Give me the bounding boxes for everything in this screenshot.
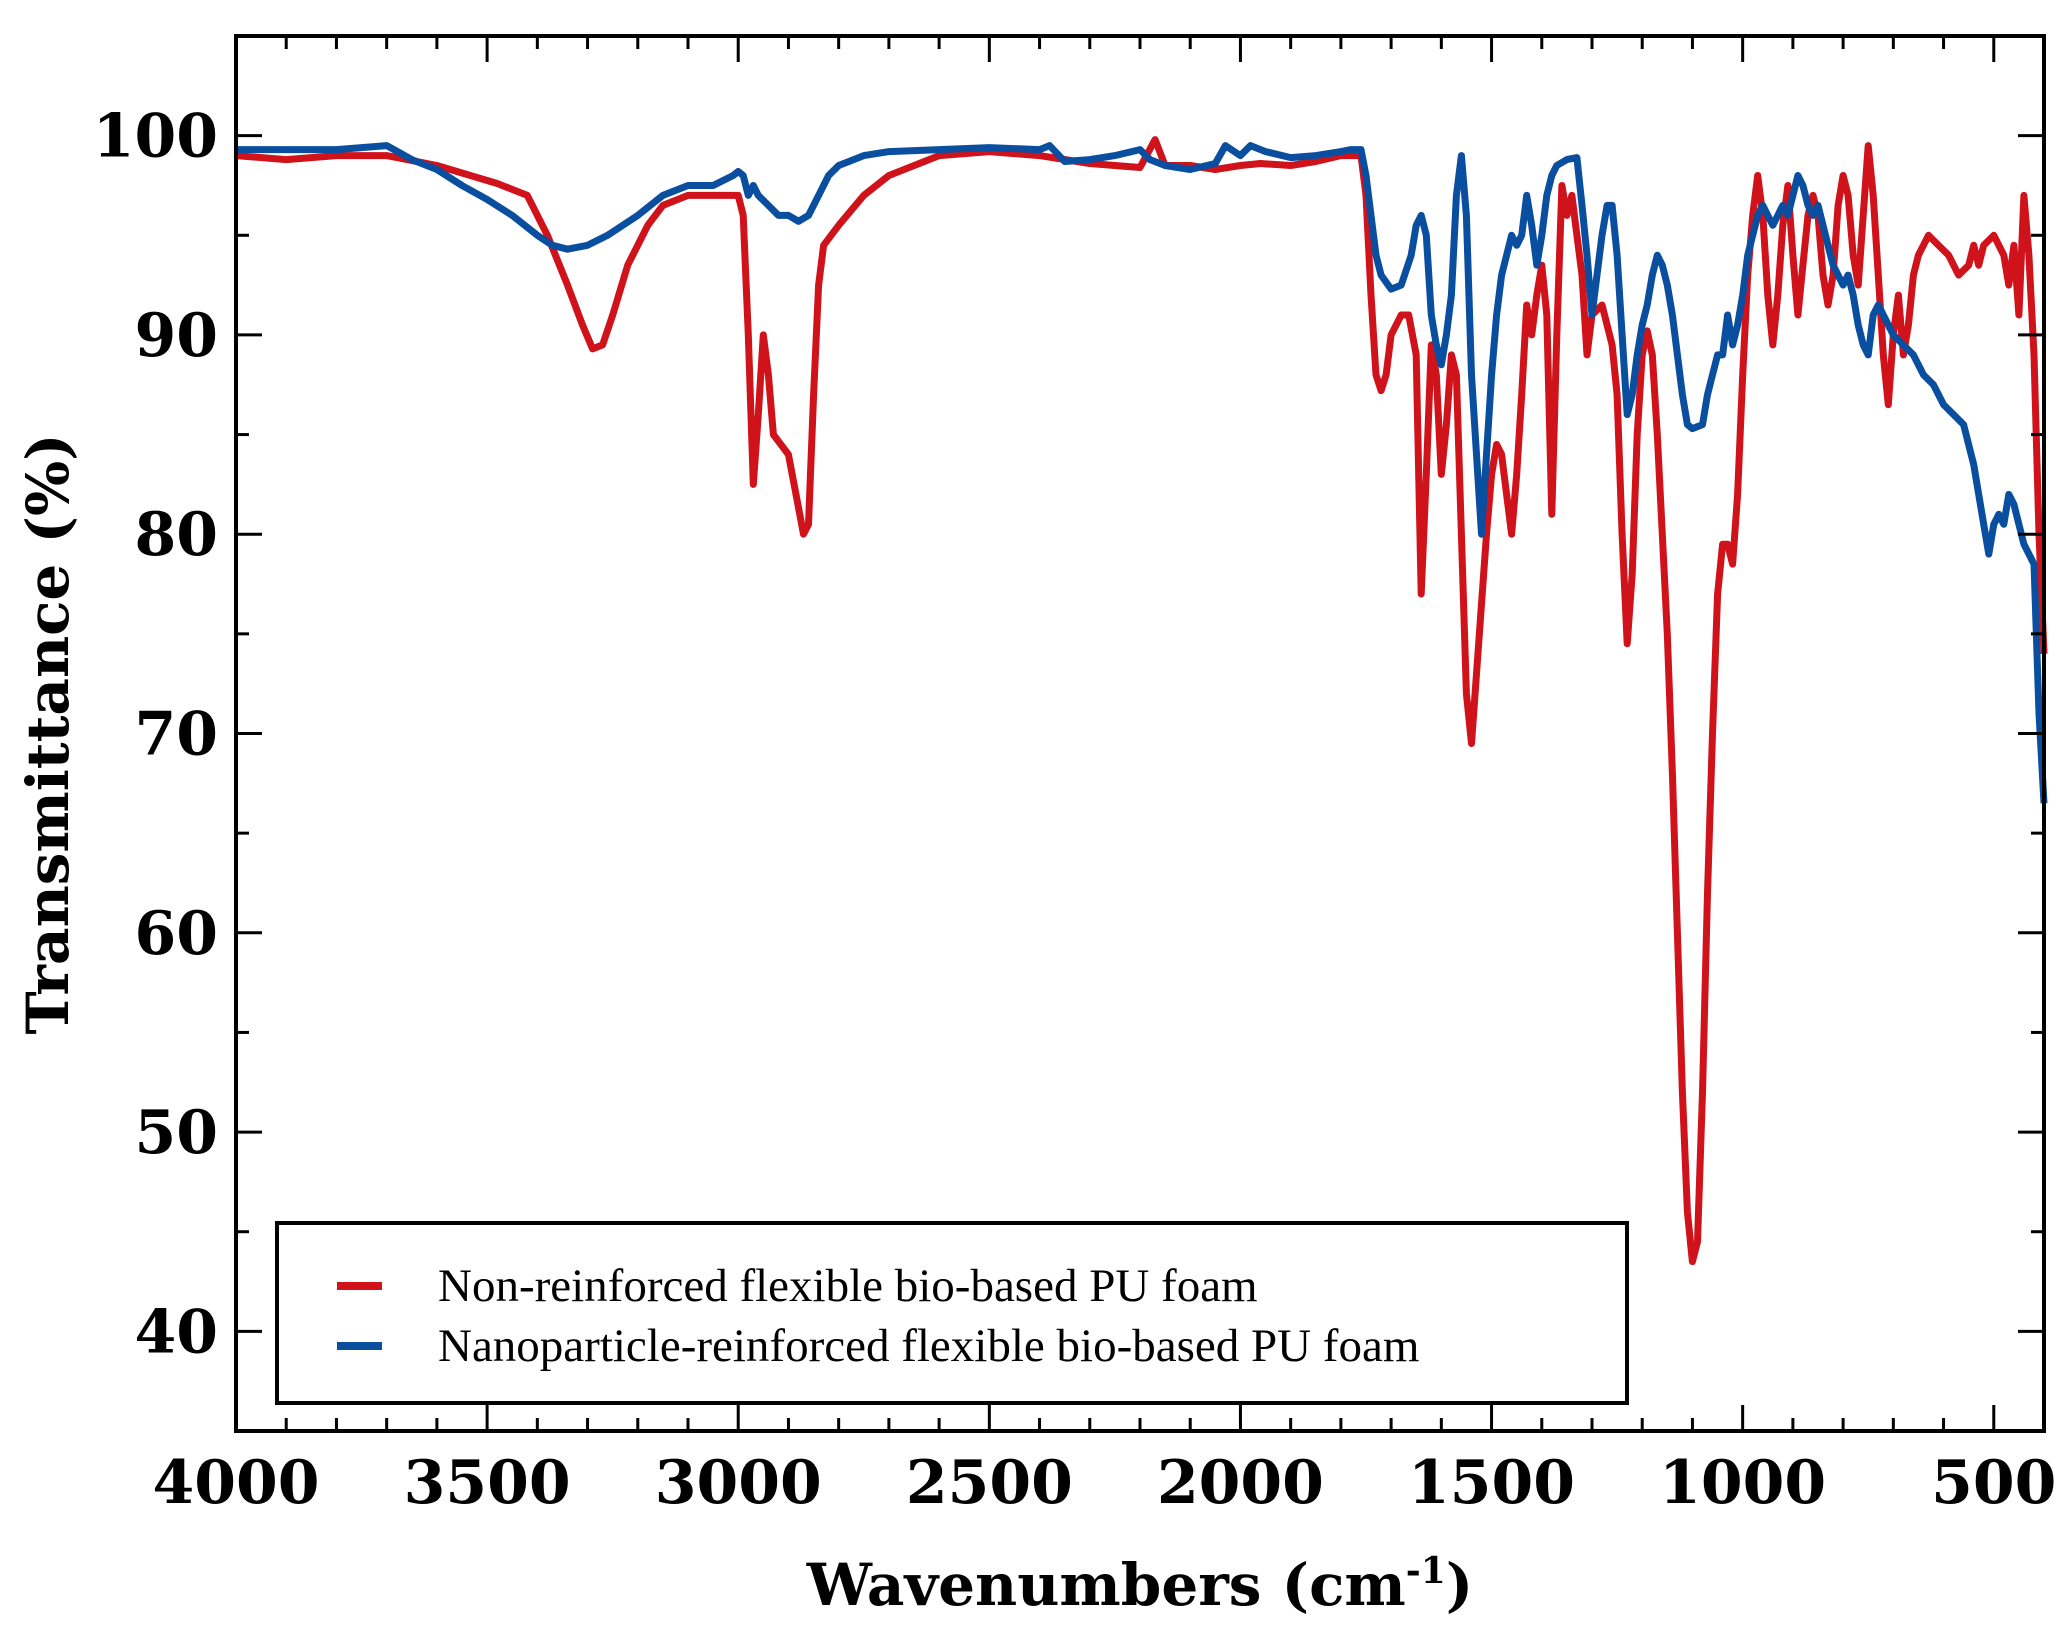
legend: Non-reinforced flexible bio-based PU foa… bbox=[275, 1221, 1629, 1405]
series-layer bbox=[235, 136, 2048, 1266]
x-tick-label-1000: 1000 bbox=[1659, 1448, 1826, 1518]
y-tick-label-90: 90 bbox=[135, 301, 219, 371]
x-tick-label-3500: 3500 bbox=[404, 1448, 571, 1518]
legend-box bbox=[275, 1221, 1629, 1405]
y-tick-label-50: 50 bbox=[135, 1098, 219, 1168]
x-axis-title: Wavenumbers (cm-1) bbox=[806, 1550, 1473, 1619]
legend-label-nanoparticle: Nanoparticle-reinforced flexible bio-bas… bbox=[438, 1320, 1419, 1372]
series-line-0 bbox=[235, 136, 2048, 1266]
x-axis-title-close: ) bbox=[1446, 1551, 1473, 1619]
legend-label-non-reinforced: Non-reinforced flexible bio-based PU foa… bbox=[438, 1260, 1258, 1312]
x-tick-label-3000: 3000 bbox=[655, 1448, 822, 1518]
y-tick-label-100: 100 bbox=[93, 102, 218, 172]
tick-layer: 4000 3500 3000 2500 2000 1500 1000 500 40 50 60 70 8… bbox=[93, 36, 2056, 1518]
x-tick-label-4000: 4000 bbox=[153, 1448, 320, 1518]
y-tick-label-40: 40 bbox=[135, 1297, 219, 1367]
y-axis-title: Transmittance (%) bbox=[14, 433, 82, 1034]
x-axis-title-text: Wavenumbers (cm bbox=[806, 1551, 1406, 1619]
x-tick-label-2500: 2500 bbox=[906, 1448, 1073, 1518]
x-tick-label-1500: 1500 bbox=[1408, 1448, 1575, 1518]
series-line-1 bbox=[236, 142, 2048, 804]
y-tick-label-80: 80 bbox=[135, 500, 219, 570]
y-tick-label-70: 70 bbox=[135, 700, 219, 770]
x-axis-title-sup: -1 bbox=[1406, 1550, 1446, 1592]
y-tick-label-60: 60 bbox=[135, 899, 219, 969]
x-tick-label-500: 500 bbox=[1931, 1448, 2056, 1518]
x-tick-label-2000: 2000 bbox=[1157, 1448, 1324, 1518]
plot-frame bbox=[234, 34, 2046, 1433]
